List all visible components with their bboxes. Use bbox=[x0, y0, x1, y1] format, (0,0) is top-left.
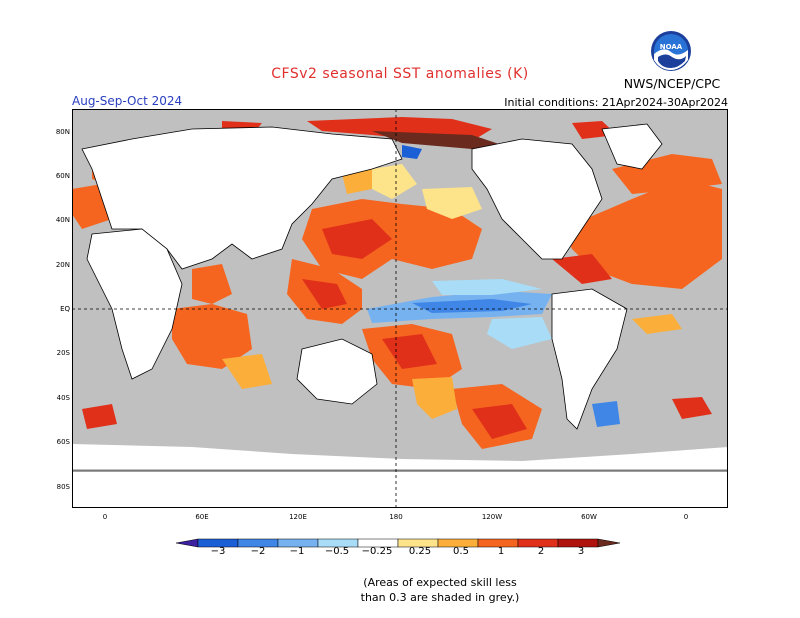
lat-label: 20N bbox=[55, 261, 70, 269]
colorbar-label: −2 bbox=[250, 546, 266, 557]
lon-label: 60W bbox=[581, 513, 597, 521]
colorbar bbox=[176, 538, 621, 548]
season-label: Aug-Sep-Oct 2024 bbox=[72, 94, 183, 108]
lat-label: 40S bbox=[56, 394, 70, 402]
lon-label: 180 bbox=[389, 513, 403, 521]
colorbar-label: 1 bbox=[497, 546, 505, 557]
skill-note-line: (Areas of expected skill less bbox=[363, 576, 517, 589]
lat-label: 20S bbox=[56, 349, 70, 357]
colorbar-label: 3 bbox=[577, 546, 585, 557]
svg-text:NOAA: NOAA bbox=[660, 43, 683, 51]
colorbar-label: −0.5 bbox=[324, 546, 350, 557]
noaa-logo: NOAA bbox=[651, 31, 691, 71]
colorbar-label: 0.25 bbox=[408, 546, 432, 557]
colorbar-label: 2 bbox=[537, 546, 545, 557]
lon-label: 60E bbox=[195, 513, 209, 521]
lon-label: 120E bbox=[289, 513, 307, 521]
skill-note: (Areas of expected skill less than 0.3 a… bbox=[330, 575, 550, 605]
lat-label: 80N bbox=[55, 128, 70, 136]
lat-label: 80S bbox=[56, 483, 70, 491]
continents bbox=[72, 123, 728, 508]
map-title: CFSv2 seasonal SST anomalies (K) bbox=[271, 66, 529, 82]
lat-label: 60S bbox=[56, 438, 70, 446]
lat-label: 60N bbox=[55, 172, 70, 180]
lat-label: 40N bbox=[55, 216, 70, 224]
lon-label: 0 bbox=[683, 513, 689, 521]
colorbar-label: −3 bbox=[210, 546, 226, 557]
colorbar-arrow-left bbox=[176, 538, 199, 548]
lon-label: 120W bbox=[481, 513, 503, 521]
colorbar-label: 0.5 bbox=[453, 546, 469, 557]
lon-label: 0 bbox=[102, 513, 108, 521]
lat-label: EQ bbox=[60, 305, 70, 313]
agency-label: NWS/NCEP/CPC bbox=[623, 76, 721, 91]
sst-anomaly-map bbox=[72, 109, 728, 508]
colorbar-label: −1 bbox=[289, 546, 305, 557]
initial-conditions: Initial conditions: 21Apr2024-30Apr2024 bbox=[504, 96, 728, 109]
skill-note-line: than 0.3 are shaded in grey.) bbox=[360, 591, 520, 604]
colorbar-arrow-right bbox=[597, 538, 621, 548]
colorbar-label: −0.25 bbox=[361, 546, 393, 557]
